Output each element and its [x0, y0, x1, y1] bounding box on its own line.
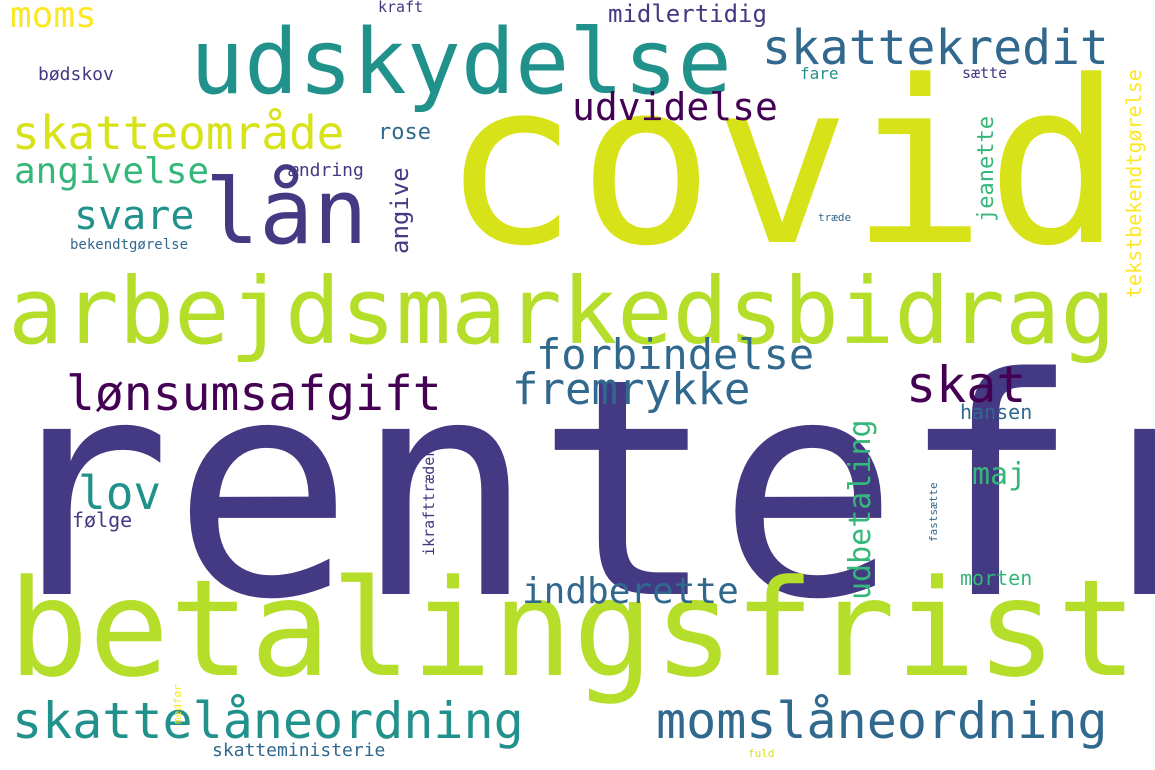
word-angivelse: angivelse [14, 151, 210, 192]
word-bodskov: bødskov [38, 64, 114, 85]
word-moms: moms [10, 0, 97, 36]
word-kraft: kraft [378, 0, 424, 16]
word-rentefri: rentefri [0, 315, 1155, 666]
word-fremrykke: fremrykke [512, 364, 751, 415]
word-arbejdsmarkedsbidrag: arbejdsmarkedsbidrag [8, 258, 1116, 365]
word-folge: følge [72, 508, 133, 532]
word-midlertidig: midlertidig [608, 0, 767, 28]
word-morten: morten [960, 566, 1033, 590]
word-skattelaaneordning: skattelåneordning [12, 692, 524, 750]
word-udvidelse: udvidelse [572, 85, 778, 129]
word-hansen: hansen [960, 400, 1033, 424]
word-skatteomraade: skatteområde [12, 106, 345, 160]
word-medfor: medfør [171, 684, 184, 724]
word-skattekredit: skattekredit [762, 20, 1109, 76]
word-fare: fare [800, 64, 839, 83]
word-lonsumsafgift: lønsumsafgift [66, 366, 442, 422]
word-skat: skat [906, 356, 1027, 414]
word-udbetaling: udbetaling [843, 419, 878, 600]
word-indberette: indberette [522, 571, 739, 612]
word-angive: angive [386, 167, 414, 254]
word-jeanette: jeanette [974, 116, 999, 222]
word-fastsaette: fastsætte [927, 482, 940, 542]
word-maj: maj [972, 457, 1027, 492]
word-svare: svare [74, 193, 195, 239]
word-forbindelse: forbindelse [536, 330, 815, 379]
word-skatteministerie: skatteministerie [212, 740, 386, 761]
word-udskydelse: udskydelse [190, 10, 732, 115]
word-lan: lån [205, 160, 368, 265]
word-covid: covid [442, 33, 1123, 296]
word-fuld: fuld [748, 747, 775, 760]
word-aendring: ændring [288, 160, 364, 181]
word-traede: træde [818, 211, 852, 224]
word-rose: rose [378, 120, 431, 145]
word-tekstbekendtgorelse: tekstbekendtgørelse [1122, 69, 1146, 298]
word-betalingsfrist: betalingsfrist [8, 551, 1138, 707]
word-momslaaneordning: momslåneordning [656, 692, 1108, 750]
word-lov: lov [78, 466, 162, 520]
word-ikrafttraeden: ikrafttræden [420, 447, 438, 556]
word-saette: sætte [962, 64, 1008, 82]
word-bekendtgorelse: bekendtgørelse [70, 237, 189, 253]
